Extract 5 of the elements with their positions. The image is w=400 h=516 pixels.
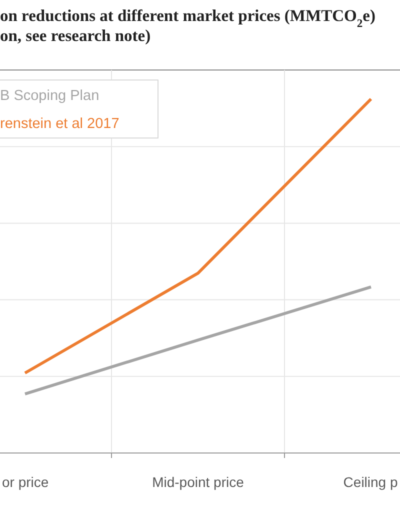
- text: B Scoping Plan: [0, 88, 100, 104]
- x-tick-label: Mid-point price: [152, 474, 244, 490]
- x-tick-label: or price: [2, 474, 49, 490]
- text: renstein et al 2017: [0, 116, 120, 132]
- x-tick-label: Ceiling p: [343, 474, 398, 490]
